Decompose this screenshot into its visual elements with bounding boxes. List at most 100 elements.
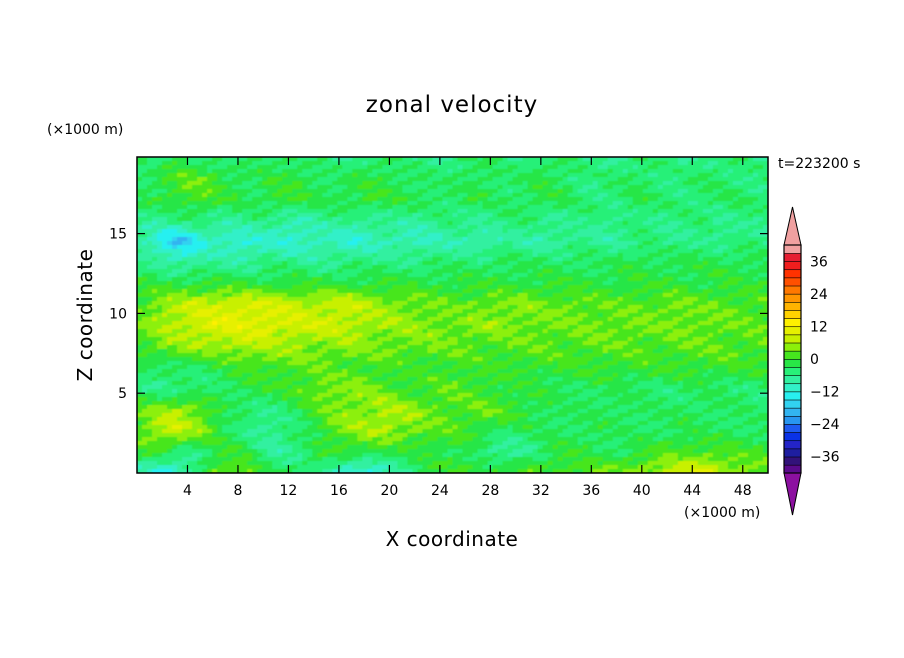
- contour-cell: [587, 425, 599, 430]
- contour-cell: [512, 241, 524, 246]
- contour-cell: [367, 217, 383, 222]
- contour-cell: [392, 197, 409, 202]
- contour-cell: [702, 249, 714, 254]
- contour-cell: [362, 365, 378, 370]
- contour-cell: [647, 201, 664, 206]
- contour-cell: [322, 433, 328, 438]
- contour-cell: [237, 325, 243, 330]
- contour-cell: [142, 221, 153, 226]
- contour-cell: [277, 353, 283, 358]
- contour-cell: [647, 169, 674, 174]
- contour-cell: [642, 341, 684, 346]
- contour-cell: [642, 449, 694, 454]
- contour-cell: [602, 265, 614, 270]
- contour-cell: [612, 437, 629, 442]
- contour-cell: [187, 237, 193, 242]
- contour-cell: [357, 337, 368, 342]
- contour-cell: [617, 421, 639, 426]
- contour-cell: [167, 361, 183, 366]
- contour-cell: [632, 349, 644, 354]
- contour-cell: [157, 397, 163, 402]
- contour-cell: [377, 413, 388, 418]
- contour-cell: [352, 361, 399, 366]
- contour-cell: [262, 305, 278, 310]
- contour-cell: [232, 185, 253, 190]
- contour-cell: [437, 261, 454, 266]
- contour-cell: [692, 337, 709, 342]
- contour-cell: [492, 357, 509, 362]
- contour-cell: [472, 305, 494, 310]
- contour-cell: [667, 161, 679, 166]
- contour-cell: [232, 293, 243, 298]
- contour-cell: [252, 293, 288, 298]
- contour-cell: [592, 253, 619, 258]
- contour-cell: [742, 381, 764, 386]
- contour-cell: [362, 333, 373, 338]
- contour-cell: [307, 249, 363, 254]
- contour-cell: [737, 353, 744, 358]
- contour-cell: [412, 425, 434, 430]
- contour-cell: [722, 309, 739, 314]
- contour-cell: [737, 389, 768, 394]
- contour-cell: [187, 277, 203, 282]
- contour-cell: [357, 241, 368, 246]
- contour-cell: [222, 329, 243, 334]
- contour-cell: [312, 321, 328, 326]
- contour-cell: [142, 273, 158, 278]
- contour-cell: [702, 389, 729, 394]
- contour-cell: [222, 449, 238, 454]
- contour-cell: [727, 457, 739, 462]
- contour-cell: [552, 469, 574, 473]
- contour-cell: [592, 401, 614, 406]
- contour-cell: [527, 349, 544, 354]
- contour-cell: [407, 229, 424, 234]
- contour-cell: [517, 221, 529, 226]
- contour-cell: [687, 213, 724, 218]
- contour-cell: [577, 453, 614, 458]
- contour-cell: [372, 309, 388, 314]
- contour-cell: [222, 221, 233, 226]
- contour-cell: [632, 377, 654, 382]
- contour-cell: [567, 449, 584, 454]
- contour-cell: [472, 385, 489, 390]
- contour-cell: [557, 277, 574, 282]
- contour-cell: [167, 353, 203, 358]
- contour-cell: [522, 233, 534, 238]
- contour-cell: [662, 337, 679, 342]
- contour-cell: [197, 205, 218, 210]
- contour-cell: [182, 225, 193, 230]
- contour-cell: [602, 281, 614, 286]
- contour-cell: [747, 341, 759, 346]
- contour-cell: [317, 425, 343, 430]
- contour-cell: [252, 213, 268, 218]
- contour-cell: [417, 325, 429, 330]
- contour-cell: [697, 189, 714, 194]
- contour-cell: [627, 433, 634, 438]
- contour-cell: [652, 181, 664, 186]
- contour-cell: [522, 313, 539, 318]
- colorbar-tick-label: −36: [810, 450, 840, 466]
- contour-cell: [137, 161, 148, 166]
- contour-cell: [452, 173, 469, 178]
- contour-cell: [697, 357, 709, 362]
- contour-cell: [182, 409, 193, 414]
- contour-cell: [492, 445, 509, 450]
- contour-cell: [162, 229, 178, 234]
- contour-cell: [392, 161, 414, 166]
- contour-cell: [592, 445, 619, 450]
- contour-cell: [472, 377, 494, 382]
- contour-cell: [682, 397, 694, 402]
- contour-cell: [142, 249, 153, 254]
- contour-cell: [522, 321, 539, 326]
- contour-cell: [477, 393, 494, 398]
- contour-cell: [622, 257, 639, 262]
- contour-cell: [707, 261, 719, 266]
- contour-cell: [612, 237, 619, 242]
- contour-cell: [562, 269, 574, 274]
- contour-cell: [182, 361, 218, 366]
- contour-cell: [172, 381, 188, 386]
- contour-cell: [287, 265, 323, 270]
- contour-cell: [712, 409, 734, 414]
- contour-cell: [377, 173, 399, 178]
- contour-cell: [407, 377, 419, 382]
